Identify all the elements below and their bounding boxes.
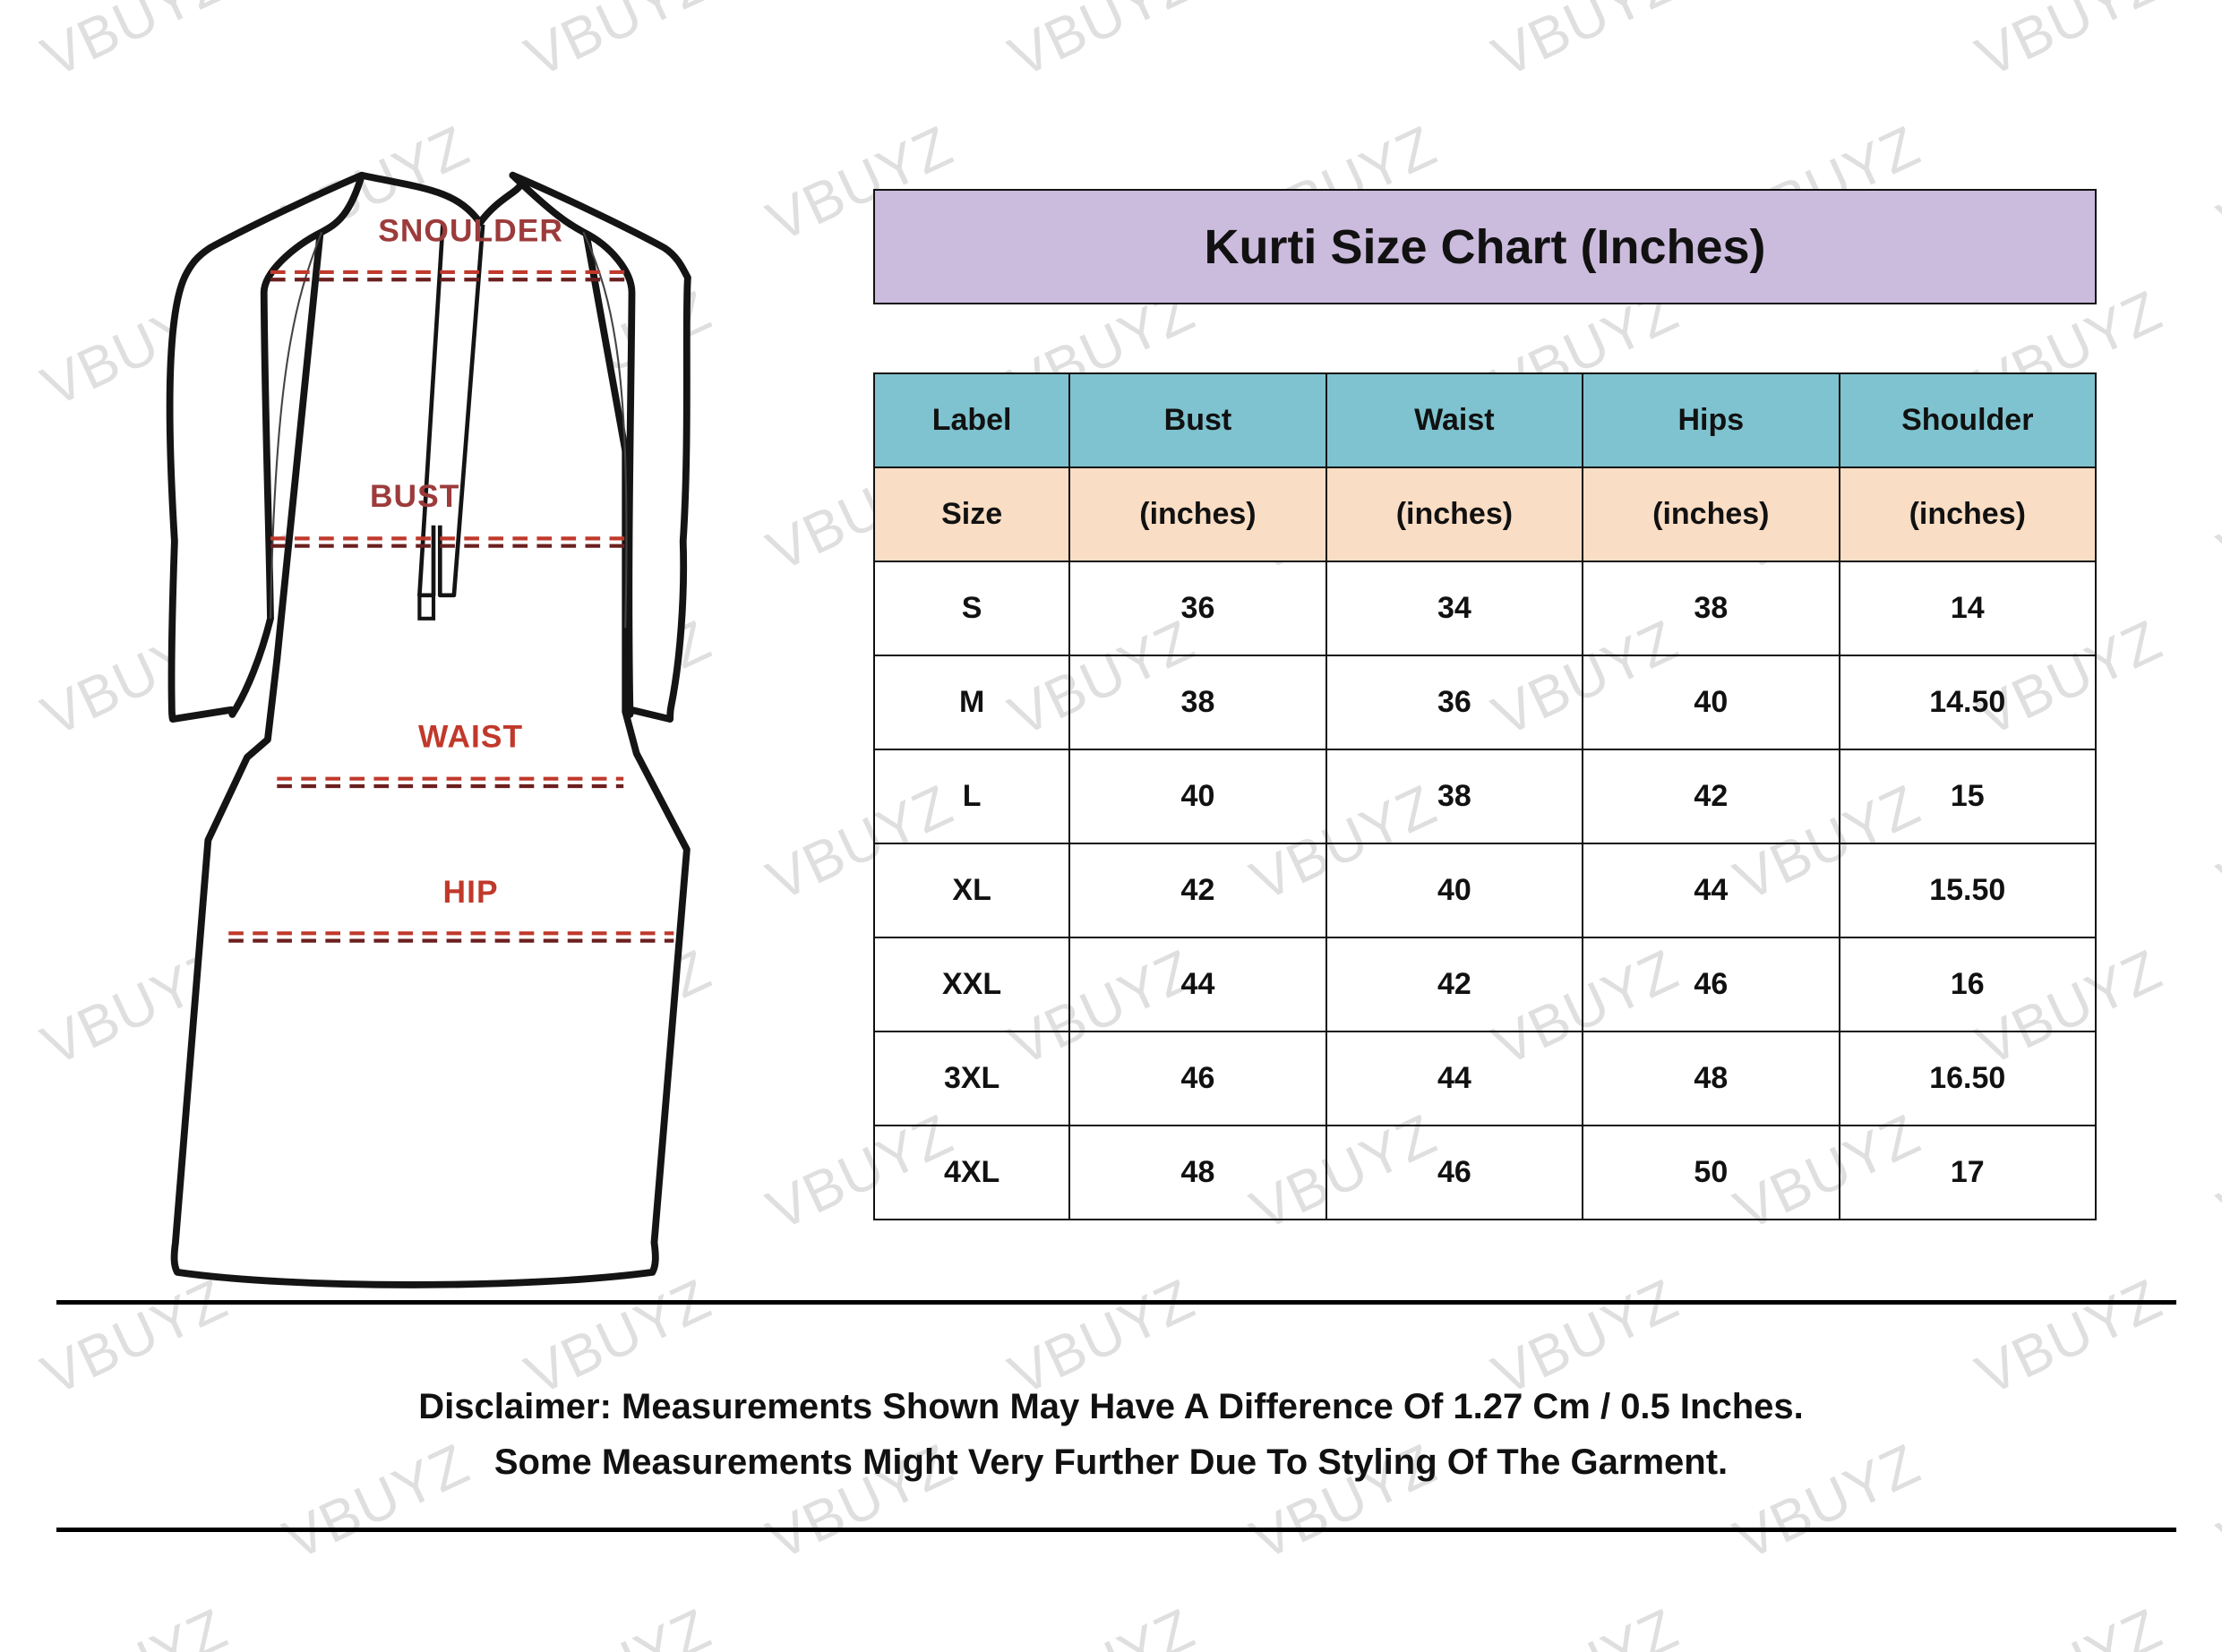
svg-text:WAIST: WAIST: [418, 719, 523, 754]
svg-text:HIP: HIP: [443, 875, 499, 910]
svg-text:SNOULDER: SNOULDER: [378, 214, 563, 249]
svg-text:BUST: BUST: [370, 479, 459, 514]
